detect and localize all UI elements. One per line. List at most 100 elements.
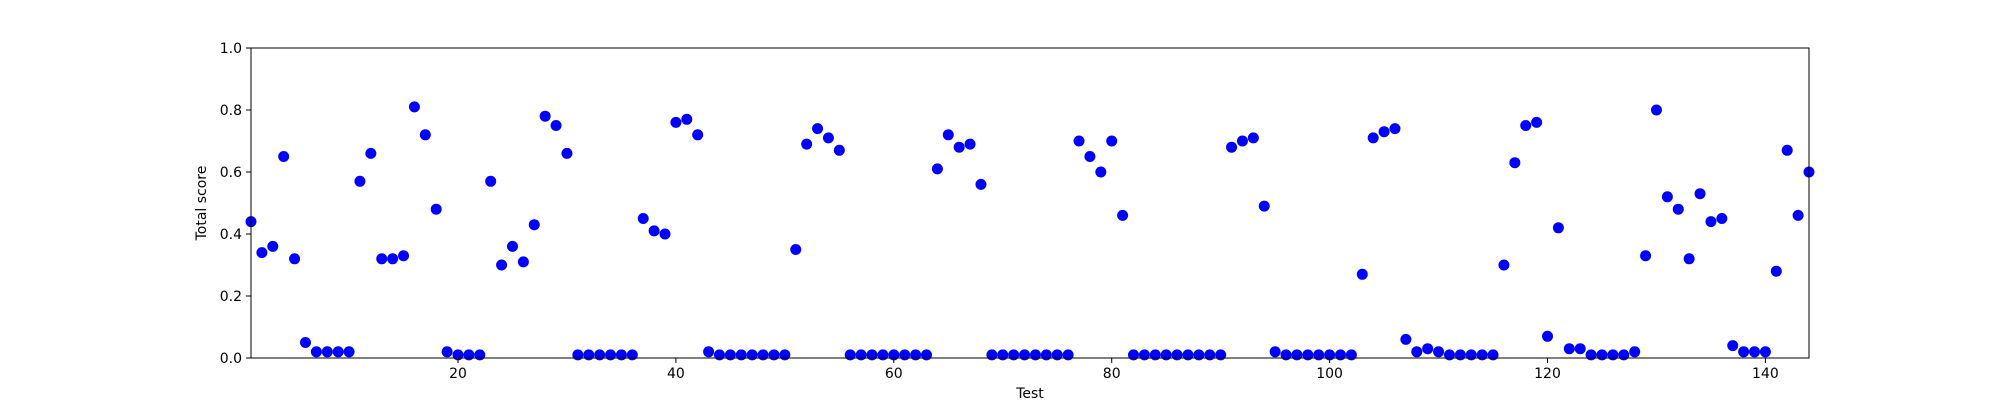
data-point xyxy=(986,349,998,361)
data-point xyxy=(953,141,965,153)
data-point xyxy=(1509,157,1521,169)
data-point xyxy=(594,349,606,361)
data-point xyxy=(735,349,747,361)
data-point xyxy=(1433,346,1445,358)
data-point xyxy=(267,240,279,252)
data-point xyxy=(1138,349,1150,361)
y-axis-label: Total score xyxy=(194,166,210,242)
data-point xyxy=(637,213,649,224)
data-point xyxy=(713,349,725,361)
y-tick-label: 0.0 xyxy=(220,351,242,367)
data-point xyxy=(430,203,442,215)
data-point xyxy=(1694,188,1706,200)
data-point xyxy=(844,349,856,361)
data-point xyxy=(408,101,420,113)
data-point xyxy=(550,120,562,131)
data-point xyxy=(474,349,486,361)
data-point xyxy=(1542,330,1554,342)
data-point xyxy=(1629,346,1641,358)
data-point xyxy=(441,346,453,358)
data-point xyxy=(746,349,758,361)
data-point xyxy=(1073,135,1085,147)
data-point xyxy=(506,240,518,252)
data-point xyxy=(1727,340,1739,352)
data-point xyxy=(1335,349,1347,361)
data-point xyxy=(1302,349,1314,361)
data-point xyxy=(724,349,736,361)
data-point xyxy=(1574,343,1586,355)
data-point xyxy=(1149,349,1161,361)
data-point xyxy=(1792,209,1804,221)
data-point xyxy=(877,349,889,361)
data-point xyxy=(615,349,627,361)
data-point xyxy=(1313,349,1325,361)
data-point xyxy=(278,151,290,162)
data-point xyxy=(1520,120,1532,131)
data-point xyxy=(757,349,769,361)
data-point xyxy=(343,346,355,358)
data-point xyxy=(1389,123,1401,135)
data-point xyxy=(1640,250,1652,262)
data-point xyxy=(1531,116,1543,128)
data-point xyxy=(310,346,322,358)
data-point xyxy=(1128,349,1140,361)
data-point xyxy=(539,110,551,122)
data-point xyxy=(626,349,638,361)
data-point xyxy=(332,346,344,358)
data-point xyxy=(692,129,704,141)
data-point xyxy=(1345,349,1357,361)
data-point xyxy=(1596,349,1608,361)
data-point xyxy=(1226,141,1238,153)
x-tick-label: 40 xyxy=(667,366,685,382)
x-tick-label: 20 xyxy=(449,366,467,382)
data-point xyxy=(1019,349,1031,361)
x-axis: 20 40 60 80 100 120 140 xyxy=(449,358,1779,382)
data-point xyxy=(1160,349,1172,361)
data-point xyxy=(365,147,377,159)
data-point xyxy=(1040,349,1052,361)
x-tick-label: 60 xyxy=(885,366,903,382)
data-point xyxy=(1062,349,1074,361)
data-point xyxy=(605,349,617,361)
y-axis: 0.0 0.2 0.4 0.6 0.8 1.0 xyxy=(220,41,251,367)
data-point xyxy=(1247,132,1259,144)
data-point xyxy=(583,349,595,361)
data-point xyxy=(398,250,410,262)
data-point xyxy=(648,225,660,237)
data-point xyxy=(1291,349,1303,361)
data-point xyxy=(1618,349,1630,361)
data-point xyxy=(1487,349,1499,361)
data-point xyxy=(1269,346,1281,358)
data-point xyxy=(920,349,932,361)
data-point xyxy=(833,144,845,156)
x-tick-label: 140 xyxy=(1752,366,1779,382)
data-point xyxy=(419,129,431,141)
data-point xyxy=(1378,126,1390,138)
y-tick-label: 0.6 xyxy=(220,165,242,181)
x-tick-label: 80 xyxy=(1103,366,1121,382)
data-point xyxy=(779,349,791,361)
data-point xyxy=(1411,346,1423,358)
y-tick-label: 0.4 xyxy=(220,227,242,243)
data-point xyxy=(822,132,834,144)
data-point xyxy=(1356,268,1368,280)
data-point xyxy=(354,175,366,187)
data-point xyxy=(517,256,529,268)
data-point xyxy=(299,337,311,348)
data-point xyxy=(1585,349,1597,361)
data-point xyxy=(321,346,333,358)
x-tick-label: 100 xyxy=(1316,366,1343,382)
data-point xyxy=(1008,349,1020,361)
data-point xyxy=(790,244,802,255)
data-point xyxy=(376,253,388,265)
data-point xyxy=(659,228,671,240)
data-point xyxy=(1215,349,1227,361)
data-point xyxy=(975,178,987,190)
data-point xyxy=(1661,191,1673,203)
data-point xyxy=(1193,349,1205,361)
data-point xyxy=(1106,135,1118,147)
data-point xyxy=(1607,349,1619,361)
data-point xyxy=(1498,259,1510,271)
data-points xyxy=(245,101,1815,361)
x-axis-label: Test xyxy=(1015,386,1044,400)
